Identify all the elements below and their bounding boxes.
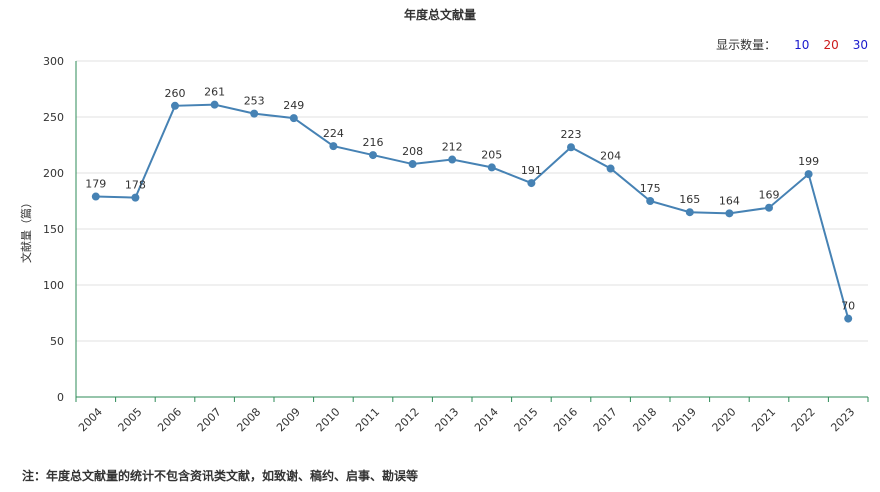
data-label: 199 [798,155,819,168]
data-point[interactable] [408,160,417,169]
y-tick-label: 100 [43,279,64,292]
axes: 0 50 100 150 200 250 300 2004 2005 2006 2007 2008 20… [43,55,869,434]
x-tick-label: 2023 [828,405,857,434]
x-tick-label: 2007 [195,405,224,434]
y-tick-label: 200 [43,167,64,180]
data-label: 204 [600,150,621,163]
series-line [95,103,850,319]
x-tick-label: 2016 [551,405,580,434]
data-point[interactable] [131,193,140,202]
count-option-10[interactable]: 10 [794,37,810,52]
data-label: 260 [165,87,186,100]
x-tick-label: 2009 [274,405,303,434]
x-tick-label: 2005 [116,405,145,434]
data-point[interactable] [646,197,655,205]
data-point[interactable] [527,179,536,188]
x-tick-label: 2013 [432,405,461,434]
data-point[interactable] [685,208,694,217]
x-tick-label: 2021 [749,405,778,434]
data-point[interactable] [171,101,179,110]
chart-title: 年度总文献量 [403,8,476,22]
data-point[interactable] [210,100,219,109]
y-axis-title: 文献量（篇） [19,197,33,263]
data-point[interactable] [725,209,734,218]
count-option-30[interactable]: 30 [852,37,868,52]
count-option-20[interactable]: 20 [823,37,839,52]
data-label: 253 [244,95,265,108]
data-point[interactable] [91,192,100,201]
data-labels: 179 178 260 261 253 249 224 216 208 212 205 191 223 2… [85,86,855,313]
data-label: 191 [521,164,542,177]
data-label: 164 [719,194,740,207]
data-point[interactable] [765,203,773,212]
y-tick-label: 50 [50,335,64,348]
x-tick-label: 2010 [314,405,343,434]
data-label: 249 [283,99,304,112]
x-tick-label: 2006 [155,405,184,434]
x-tick-label: 2014 [472,405,501,434]
data-label: 205 [481,148,502,161]
data-point[interactable] [369,151,377,160]
data-label: 216 [363,136,384,149]
data-point[interactable] [250,109,259,118]
data-label: 224 [323,127,344,140]
y-tick-label: 300 [43,55,64,68]
data-label: 261 [204,86,225,99]
data-label: 179 [85,178,106,191]
grid-lines [76,60,868,342]
data-point[interactable] [448,155,457,164]
x-tick-label: 2015 [512,405,541,434]
data-point[interactable] [329,142,338,151]
data-point[interactable] [804,170,813,179]
data-point[interactable] [487,163,496,172]
footnote: 注：年度总文献量的统计不包含资讯类文献，如致谢、稿约、启事、勘误等 [22,469,419,483]
x-tick-label: 2012 [393,405,422,434]
x-tick-label: 2011 [353,405,382,434]
data-label: 212 [442,141,463,154]
x-tick-label: 2022 [789,405,818,434]
data-label: 223 [561,128,582,141]
x-tick-label: 2017 [591,405,620,434]
data-point[interactable] [289,114,298,123]
display-count-label: 显示数量： [716,38,777,52]
series-line-group [91,100,853,323]
data-point[interactable] [844,314,853,323]
data-point[interactable] [567,143,575,152]
data-label: 165 [679,193,700,206]
y-tick-label: 0 [57,391,64,404]
display-count-selector: 显示数量： 10 20 30 [716,36,868,53]
data-label: 70 [841,300,855,313]
x-tick-label: 2018 [630,405,659,434]
x-tick-label: 2004 [76,405,105,434]
data-label: 178 [125,179,146,192]
data-label: 175 [640,182,661,195]
data-label: 208 [402,145,423,158]
y-tick-label: 250 [43,111,64,124]
x-tick-label: 2020 [710,405,739,434]
x-tick-label: 2008 [234,405,263,434]
y-tick-label: 150 [43,223,64,236]
x-tick-label: 2019 [670,405,699,434]
data-label: 169 [759,189,780,202]
data-point[interactable] [606,164,615,173]
